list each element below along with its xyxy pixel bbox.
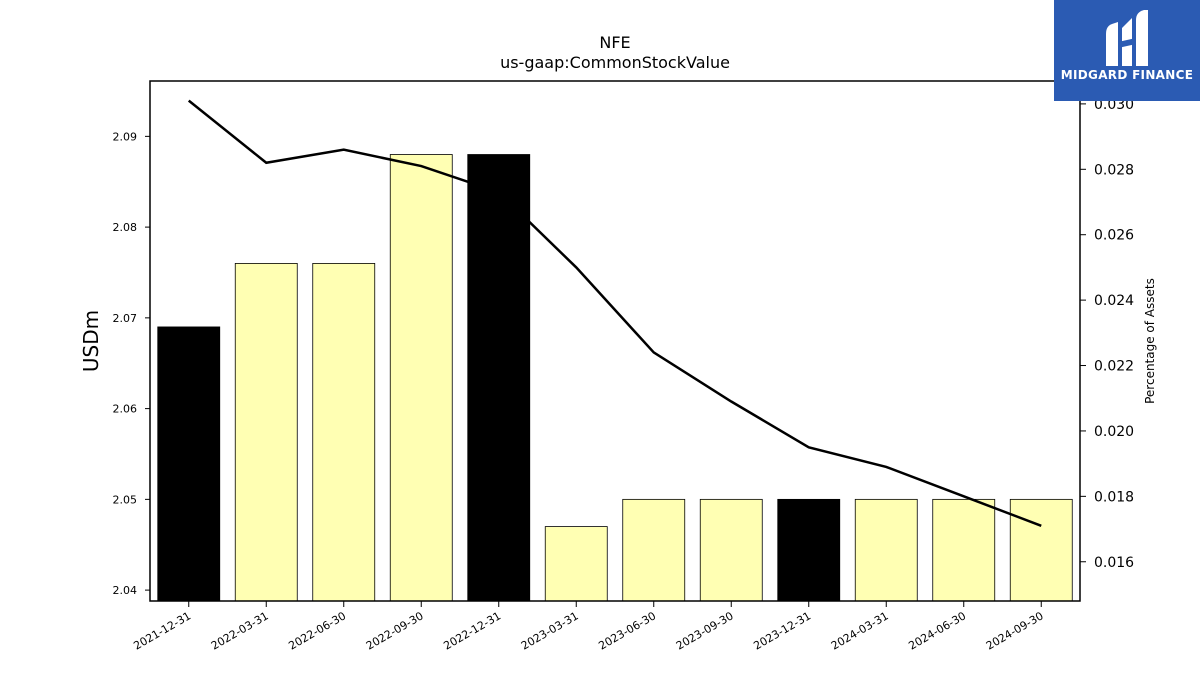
bar-2022-09-30 <box>389 154 453 602</box>
y2tick-label: 0.016 <box>1094 555 1134 571</box>
logo-mark-icon <box>1106 10 1148 66</box>
ytick-label: 2.06 <box>113 403 138 416</box>
xtick-label: 2024-03-31 <box>829 609 891 652</box>
chart-subtitle: us-gaap:CommonStockValue <box>500 53 730 72</box>
bar-2022-12-31 <box>467 154 531 602</box>
bar-2023-12-31 <box>777 498 841 602</box>
ytick-label: 2.08 <box>113 221 138 234</box>
bar-2024-09-30 <box>1009 498 1073 602</box>
x-axis: 2021-12-31 2022-03-31 2022-06-30 2022-09-30… <box>131 601 1046 653</box>
xtick-label: 2022-03-31 <box>209 609 271 652</box>
y2tick-label: 0.024 <box>1094 293 1134 309</box>
xtick-label: 2024-06-30 <box>906 609 968 652</box>
bar-2023-06-30 <box>622 498 686 602</box>
ytick-label: 2.05 <box>113 493 138 506</box>
y-axis-label: USDm <box>79 310 103 372</box>
y2tick-label: 0.022 <box>1094 359 1134 375</box>
xtick-label: 2022-09-30 <box>364 609 426 652</box>
xtick-label: 2021-12-31 <box>131 609 193 652</box>
left-axis: 2.04 2.05 2.06 2.07 2.08 2.09 <box>113 130 150 597</box>
xtick-label: 2023-09-30 <box>674 609 736 652</box>
y2tick-label: 0.028 <box>1094 162 1134 178</box>
y2tick-label: 0.026 <box>1094 228 1134 244</box>
ytick-label: 2.09 <box>113 130 138 143</box>
xtick-label: 2023-06-30 <box>596 609 658 652</box>
chart-title: NFE <box>599 33 630 52</box>
y2tick-label: 0.020 <box>1094 424 1134 440</box>
bar-2022-06-30 <box>312 263 376 602</box>
xtick-label: 2023-03-31 <box>519 609 581 652</box>
bar-2021-12-31 <box>157 326 221 602</box>
line-group <box>187 99 1042 527</box>
bar-2024-06-30 <box>932 498 996 602</box>
bar-2024-03-31 <box>854 498 918 602</box>
bar-2023-09-30 <box>699 498 763 602</box>
bars-group <box>157 154 1073 602</box>
logo-text: MIDGARD FINANCE <box>1060 68 1194 82</box>
logo: MIDGARD FINANCE <box>1054 0 1200 101</box>
xtick-label: 2022-06-30 <box>286 609 348 652</box>
xtick-label: 2023-12-31 <box>751 609 813 652</box>
xtick-label: 2022-12-31 <box>441 609 503 652</box>
y2tick-label: 0.018 <box>1094 489 1134 505</box>
bar-2022-03-31 <box>234 263 298 602</box>
plot-frame <box>149 80 1081 602</box>
xtick-label: 2024-09-30 <box>984 609 1046 652</box>
ytick-label: 2.04 <box>113 584 138 597</box>
line-percentage-of-assets <box>187 99 1042 527</box>
y2-axis-label: Percentage of Assets <box>1143 278 1157 404</box>
ytick-label: 2.07 <box>113 312 138 325</box>
bar-2023-03-31 <box>544 526 608 602</box>
